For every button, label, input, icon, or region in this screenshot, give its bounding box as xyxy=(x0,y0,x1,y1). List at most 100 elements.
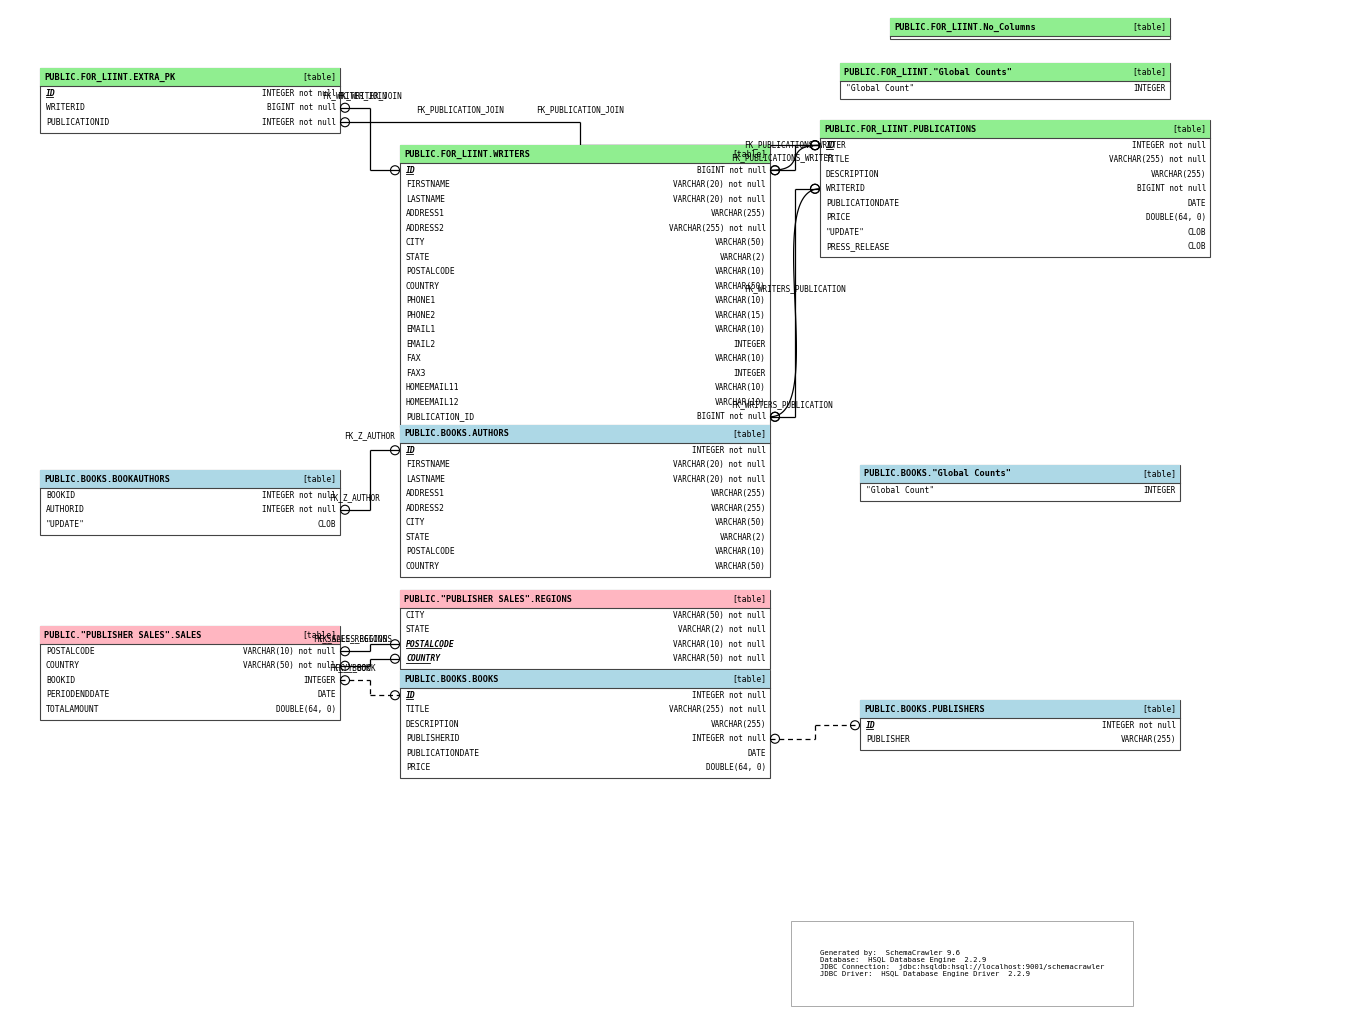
Text: [table]: [table] xyxy=(1142,470,1176,478)
Text: "UPDATE": "UPDATE" xyxy=(826,228,866,237)
Text: VARCHAR(50): VARCHAR(50) xyxy=(715,282,766,291)
Text: VARCHAR(20) not null: VARCHAR(20) not null xyxy=(674,180,766,189)
Bar xyxy=(39,68,340,86)
Text: FIRSTNAME: FIRSTNAME xyxy=(406,461,450,469)
Text: ID: ID xyxy=(46,89,56,97)
Text: STATE: STATE xyxy=(406,625,430,634)
Text: POSTALCODE: POSTALCODE xyxy=(46,647,95,656)
Text: VARCHAR(2): VARCHAR(2) xyxy=(720,533,766,541)
Text: DATE: DATE xyxy=(317,690,336,700)
Text: ID: ID xyxy=(406,446,415,454)
Text: VARCHAR(50) not null: VARCHAR(50) not null xyxy=(244,661,336,671)
Bar xyxy=(860,700,1180,750)
Text: VARCHAR(10): VARCHAR(10) xyxy=(715,354,766,363)
Text: VARCHAR(255): VARCHAR(255) xyxy=(710,719,766,729)
Text: CLOB: CLOB xyxy=(317,520,336,529)
Text: FK_PUBLICATIONS_WRITER: FK_PUBLICATIONS_WRITER xyxy=(744,141,847,150)
Text: VARCHAR(20) not null: VARCHAR(20) not null xyxy=(674,475,766,483)
Bar xyxy=(400,425,770,576)
Text: BOOKID: BOOKID xyxy=(46,491,75,500)
Text: DOUBLE(64, 0): DOUBLE(64, 0) xyxy=(276,705,336,714)
Text: INTEGER: INTEGER xyxy=(734,339,766,349)
Text: CITY: CITY xyxy=(406,519,426,527)
Text: POSTALCODE: POSTALCODE xyxy=(406,548,455,556)
Text: "Global Count": "Global Count" xyxy=(847,84,915,93)
Text: TITLE: TITLE xyxy=(406,705,430,714)
Text: VARCHAR(10) not null: VARCHAR(10) not null xyxy=(674,640,766,649)
Text: VARCHAR(20) not null: VARCHAR(20) not null xyxy=(674,195,766,204)
Text: EMAIL1: EMAIL1 xyxy=(406,325,436,334)
Bar xyxy=(860,465,1180,501)
Text: POSTALCODE: POSTALCODE xyxy=(406,640,455,649)
Text: VARCHAR(2): VARCHAR(2) xyxy=(720,253,766,262)
Text: ID: ID xyxy=(406,166,415,175)
Text: PHONE1: PHONE1 xyxy=(406,296,436,305)
Text: PUBLIC.BOOKS."Global Counts": PUBLIC.BOOKS."Global Counts" xyxy=(864,470,1011,478)
Text: VARCHAR(50): VARCHAR(50) xyxy=(715,562,766,570)
Bar xyxy=(400,590,770,669)
Text: CLOB: CLOB xyxy=(1188,228,1206,237)
Bar xyxy=(840,63,1170,81)
Bar xyxy=(400,145,770,162)
Text: [table]: [table] xyxy=(1132,23,1166,31)
Text: FAX: FAX xyxy=(406,354,421,363)
Text: PUBLIC.BOOKS.PUBLISHERS: PUBLIC.BOOKS.PUBLISHERS xyxy=(864,705,985,713)
Text: INTEGER: INTEGER xyxy=(304,676,336,685)
Text: PUBLIC."PUBLISHER SALES".SALES: PUBLIC."PUBLISHER SALES".SALES xyxy=(44,630,201,640)
Text: LASTNAME: LASTNAME xyxy=(406,475,445,483)
Bar xyxy=(39,470,340,534)
Text: VARCHAR(10): VARCHAR(10) xyxy=(715,397,766,407)
Text: FK_PUBLICATION_JOIN: FK_PUBLICATION_JOIN xyxy=(416,106,504,114)
Text: VARCHAR(255): VARCHAR(255) xyxy=(1120,735,1176,744)
Text: VARCHAR(255): VARCHAR(255) xyxy=(710,504,766,512)
Text: PUBLIC.FOR_LIINT."Global Counts": PUBLIC.FOR_LIINT."Global Counts" xyxy=(844,67,1013,77)
Text: VARCHAR(10): VARCHAR(10) xyxy=(715,383,766,392)
Text: VARCHAR(10): VARCHAR(10) xyxy=(715,325,766,334)
Text: [table]: [table] xyxy=(732,430,766,439)
Text: VARCHAR(255): VARCHAR(255) xyxy=(710,490,766,498)
Text: VARCHAR(10) not null: VARCHAR(10) not null xyxy=(244,647,336,656)
Text: AUTHORID: AUTHORID xyxy=(46,505,84,514)
Text: PUBLISHER: PUBLISHER xyxy=(866,735,911,744)
Text: FK_SALES_REGIONS: FK_SALES_REGIONS xyxy=(318,634,392,643)
Text: [table]: [table] xyxy=(732,594,766,603)
Bar xyxy=(890,18,1170,36)
Text: LASTNAME: LASTNAME xyxy=(406,195,445,204)
Text: VARCHAR(50): VARCHAR(50) xyxy=(715,238,766,247)
Text: FK_WRITER_JOIN: FK_WRITER_JOIN xyxy=(323,91,388,99)
Bar xyxy=(819,120,1210,257)
Text: PERIODENDDATE: PERIODENDDATE xyxy=(46,690,109,700)
Text: VARCHAR(50) not null: VARCHAR(50) not null xyxy=(674,654,766,663)
Text: PUBLIC."PUBLISHER SALES".REGIONS: PUBLIC."PUBLISHER SALES".REGIONS xyxy=(404,594,572,603)
Bar xyxy=(840,63,1170,98)
Text: INTEGER not null: INTEGER not null xyxy=(691,690,766,700)
Text: [table]: [table] xyxy=(732,675,766,683)
Text: VARCHAR(255) not null: VARCHAR(255) not null xyxy=(1109,155,1206,165)
Text: COUNTRY: COUNTRY xyxy=(406,562,440,570)
Text: VARCHAR(2) not null: VARCHAR(2) not null xyxy=(678,625,766,634)
Text: EMAIL2: EMAIL2 xyxy=(406,339,436,349)
Bar xyxy=(39,626,340,719)
Text: POSTALCODE: POSTALCODE xyxy=(406,267,455,276)
Text: STATE: STATE xyxy=(406,533,430,541)
Text: PUBLIC.BOOKS.BOOKAUTHORS: PUBLIC.BOOKS.BOOKAUTHORS xyxy=(44,474,170,483)
Text: COUNTRY: COUNTRY xyxy=(46,661,80,671)
Text: PUBLICATIONID: PUBLICATIONID xyxy=(46,118,109,126)
Text: COUNTRY: COUNTRY xyxy=(406,654,440,663)
Text: [table]: [table] xyxy=(732,149,766,158)
Text: VARCHAR(10): VARCHAR(10) xyxy=(715,548,766,556)
Text: STATE: STATE xyxy=(406,253,430,262)
Text: FK_Z_AUTHOR: FK_Z_AUTHOR xyxy=(329,493,381,502)
Text: INTEGER not null: INTEGER not null xyxy=(263,491,336,500)
Text: Generated by:  SchemaCrawler 9.6
Database:  HSQL Database Engine  2.2.9
JDBC Con: Generated by: SchemaCrawler 9.6 Database… xyxy=(819,950,1104,977)
Text: ADDRESS1: ADDRESS1 xyxy=(406,209,445,218)
Text: BIGINT not null: BIGINT not null xyxy=(697,412,766,421)
Text: VARCHAR(50): VARCHAR(50) xyxy=(715,519,766,527)
Text: INTEGER not null: INTEGER not null xyxy=(1102,720,1176,730)
Text: DESCRIPTION: DESCRIPTION xyxy=(826,170,879,179)
Text: PUBLIC.BOOKS.AUTHORS: PUBLIC.BOOKS.AUTHORS xyxy=(404,430,509,439)
Text: "UPDATE": "UPDATE" xyxy=(46,520,84,529)
Text: VARCHAR(20) not null: VARCHAR(20) not null xyxy=(674,461,766,469)
Text: ADDRESS2: ADDRESS2 xyxy=(406,224,445,233)
Bar xyxy=(400,670,770,688)
